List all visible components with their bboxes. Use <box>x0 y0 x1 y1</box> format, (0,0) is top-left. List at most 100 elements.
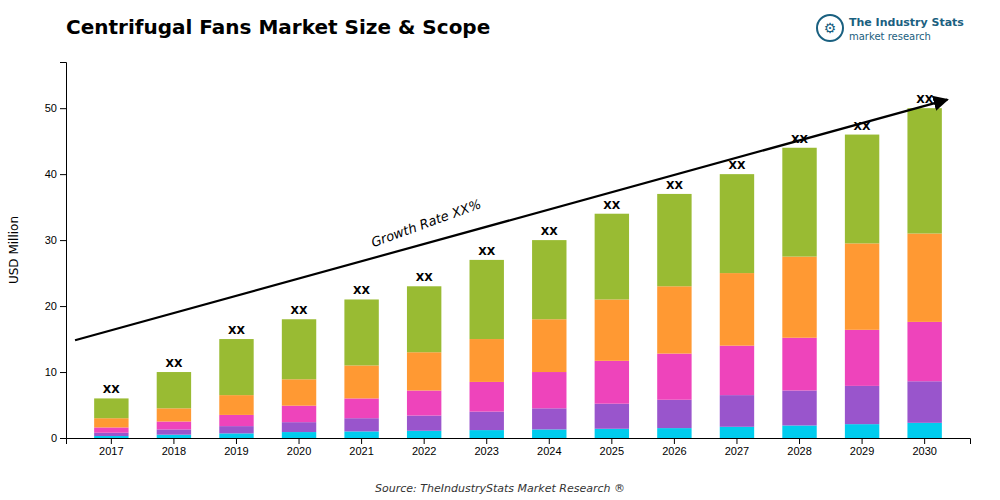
x-tick-label: 2025 <box>600 445 624 457</box>
x-tick-mark <box>424 438 425 444</box>
bar-segment <box>782 338 816 391</box>
y-tick-mark <box>60 174 66 175</box>
bar-segment <box>845 424 879 438</box>
bar-segment <box>845 243 879 329</box>
bar-label: XX <box>728 159 745 172</box>
x-tick-label: 2026 <box>662 445 686 457</box>
y-tick-label: 40 <box>45 168 57 180</box>
bar-label: XX <box>603 199 620 212</box>
x-tick: 2021 <box>349 438 373 457</box>
bar-segment <box>344 431 378 438</box>
bar-segment <box>407 391 441 416</box>
x-tick-mark <box>111 438 112 444</box>
y-tick-mark <box>60 372 66 373</box>
bar-segment <box>94 433 128 436</box>
logo-tagline: market research <box>849 31 931 42</box>
y-tick-mark <box>60 240 66 241</box>
bar-segment <box>219 395 253 415</box>
bar-segment <box>595 214 629 300</box>
y-tick-label: 30 <box>45 234 57 246</box>
bar-segment <box>595 361 629 404</box>
x-tick-label: 2028 <box>787 445 811 457</box>
bar-segment <box>907 108 941 233</box>
y-tick: 10 <box>45 366 66 378</box>
logo-name: The Industry Stats <box>849 16 964 29</box>
bar-segment <box>344 299 378 365</box>
x-tick: 2022 <box>412 438 436 457</box>
chart-title: Centrifugal Fans Market Size & Scope <box>66 15 490 39</box>
bar-segment <box>407 286 441 352</box>
x-tick-label: 2027 <box>725 445 749 457</box>
y-tick: 40 <box>45 168 66 180</box>
y-tick: 30 <box>45 234 66 246</box>
bar-segment <box>595 429 629 438</box>
bar-segment <box>907 381 941 423</box>
bar-label: XX <box>228 324 245 337</box>
x-tick-label: 2019 <box>224 445 248 457</box>
growth-arrow <box>75 100 947 341</box>
bar-segment <box>407 416 441 431</box>
y-axis-title: USD Million <box>7 216 21 284</box>
bar-segment <box>907 322 941 381</box>
y-tick: 0 <box>51 432 66 444</box>
x-tick: 2027 <box>725 438 749 457</box>
x-tick-mark <box>674 438 675 444</box>
x-axis-line <box>67 439 971 445</box>
bar-segment <box>595 299 629 360</box>
bar-segment <box>94 398 128 418</box>
x-tick-mark <box>736 438 737 444</box>
x-tick-mark <box>486 438 487 444</box>
bar-segment <box>94 427 128 432</box>
x-tick-mark <box>236 438 237 444</box>
bar-segment <box>657 194 691 286</box>
x-tick-mark <box>361 438 362 444</box>
bar-segment <box>282 422 316 432</box>
bar-segment <box>532 429 566 438</box>
bar-label: XX <box>666 179 683 192</box>
x-tick-mark <box>924 438 925 444</box>
bar-segment <box>782 391 816 426</box>
y-axis: 01020304050 <box>45 63 67 445</box>
x-tick-label: 2017 <box>99 445 123 457</box>
bar-label: XX <box>165 357 182 370</box>
x-tick: 2030 <box>912 438 936 457</box>
bar-segment <box>657 428 691 438</box>
bar-segment <box>532 240 566 319</box>
bar-segment <box>532 408 566 429</box>
source-note: Source: TheIndustryStats Market Research… <box>375 482 625 495</box>
bar-segment <box>219 433 253 438</box>
y-tick-mark <box>60 108 66 109</box>
bar-segment <box>657 400 691 428</box>
bar-segment <box>907 423 941 438</box>
x-tick: 2028 <box>787 438 811 457</box>
bar-label: XX <box>541 225 558 238</box>
bar-segment <box>532 372 566 408</box>
bar-segment <box>720 174 754 273</box>
x-tick: 2026 <box>662 438 686 457</box>
logo-icon: ⚙ <box>824 20 837 36</box>
bar-segment <box>720 273 754 346</box>
x-tick-mark <box>173 438 174 444</box>
bar-segment <box>157 435 191 438</box>
bar-segment <box>282 432 316 438</box>
bar-segment <box>845 386 879 424</box>
bar-segment <box>845 330 879 386</box>
y-tick-label: 0 <box>51 432 57 444</box>
y-tick-mark <box>60 306 66 307</box>
y-tick-label: 10 <box>45 366 57 378</box>
bar-segment <box>344 418 378 431</box>
bar-segment <box>344 365 378 398</box>
x-tick-mark <box>299 438 300 444</box>
bars <box>94 108 942 438</box>
bar-segment <box>157 372 191 408</box>
y-axis-line <box>60 63 67 439</box>
bar-series <box>94 234 942 428</box>
x-tick-label: 2021 <box>349 445 373 457</box>
x-tick-mark <box>799 438 800 444</box>
bar-label: XX <box>478 245 495 258</box>
chart: 0102030405020172018201920202021202220232… <box>0 0 1000 500</box>
x-tick-label: 2024 <box>537 445 561 457</box>
bar-segment <box>344 398 378 418</box>
x-tick-mark <box>549 438 550 444</box>
bar-segment <box>157 408 191 421</box>
